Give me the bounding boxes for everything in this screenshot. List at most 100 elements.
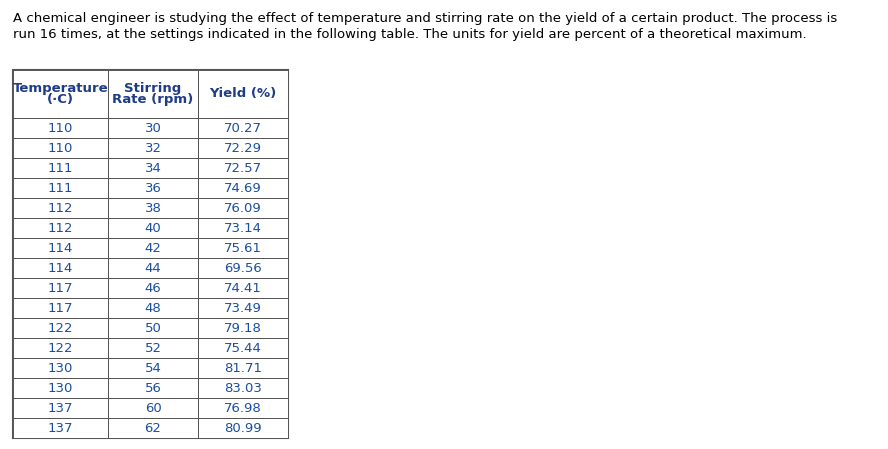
Bar bbox=[13, 138, 108, 158]
Bar bbox=[13, 218, 108, 238]
Text: 137: 137 bbox=[48, 401, 73, 414]
Bar bbox=[198, 358, 288, 378]
Bar bbox=[13, 70, 108, 118]
Text: 40: 40 bbox=[145, 221, 162, 234]
Bar bbox=[13, 318, 108, 338]
Text: 117: 117 bbox=[48, 282, 73, 295]
Bar bbox=[198, 278, 288, 298]
Text: 32: 32 bbox=[145, 141, 162, 154]
Bar bbox=[108, 338, 198, 358]
Bar bbox=[108, 418, 198, 438]
Text: 74.69: 74.69 bbox=[224, 181, 262, 194]
Text: 60: 60 bbox=[145, 401, 162, 414]
Bar bbox=[198, 238, 288, 258]
Text: 83.03: 83.03 bbox=[224, 382, 262, 395]
Bar bbox=[13, 198, 108, 218]
Bar bbox=[108, 138, 198, 158]
Text: 48: 48 bbox=[145, 301, 162, 314]
Text: 75.61: 75.61 bbox=[224, 242, 262, 255]
Bar bbox=[108, 358, 198, 378]
Text: 56: 56 bbox=[145, 382, 162, 395]
Bar bbox=[108, 198, 198, 218]
Bar bbox=[13, 238, 108, 258]
Bar bbox=[108, 318, 198, 338]
Bar bbox=[13, 398, 108, 418]
Bar bbox=[13, 178, 108, 198]
Bar bbox=[13, 378, 108, 398]
Text: 46: 46 bbox=[145, 282, 162, 295]
Text: 114: 114 bbox=[48, 242, 73, 255]
Text: 81.71: 81.71 bbox=[224, 361, 262, 374]
Bar bbox=[108, 378, 198, 398]
Bar bbox=[198, 318, 288, 338]
Bar bbox=[13, 158, 108, 178]
Bar bbox=[13, 358, 108, 378]
Text: 54: 54 bbox=[145, 361, 162, 374]
Text: 110: 110 bbox=[48, 122, 73, 135]
Text: 130: 130 bbox=[48, 361, 73, 374]
Text: 44: 44 bbox=[145, 261, 162, 274]
Text: 75.44: 75.44 bbox=[224, 342, 262, 355]
Bar bbox=[13, 338, 108, 358]
Text: 79.18: 79.18 bbox=[224, 321, 262, 335]
Bar bbox=[198, 118, 288, 138]
Bar bbox=[198, 158, 288, 178]
Bar bbox=[13, 278, 108, 298]
Text: 111: 111 bbox=[48, 181, 73, 194]
Text: 69.56: 69.56 bbox=[224, 261, 262, 274]
Text: 38: 38 bbox=[145, 202, 162, 215]
Text: 36: 36 bbox=[145, 181, 162, 194]
Bar bbox=[198, 258, 288, 278]
Text: 112: 112 bbox=[48, 221, 73, 234]
Bar bbox=[198, 378, 288, 398]
Text: (·C): (·C) bbox=[47, 93, 74, 106]
Text: 76.09: 76.09 bbox=[224, 202, 262, 215]
Bar bbox=[108, 398, 198, 418]
Text: A chemical engineer is studying the effect of temperature and stirring rate on t: A chemical engineer is studying the effe… bbox=[13, 12, 837, 25]
Text: 72.57: 72.57 bbox=[224, 162, 262, 175]
Text: run 16 times, at the settings indicated in the following table. The units for yi: run 16 times, at the settings indicated … bbox=[13, 28, 806, 41]
Text: 73.14: 73.14 bbox=[224, 221, 262, 234]
Bar bbox=[13, 258, 108, 278]
Bar bbox=[108, 70, 198, 118]
Bar bbox=[13, 418, 108, 438]
Bar bbox=[198, 198, 288, 218]
Text: 76.98: 76.98 bbox=[224, 401, 262, 414]
Text: 130: 130 bbox=[48, 382, 73, 395]
Text: 30: 30 bbox=[145, 122, 162, 135]
Bar bbox=[13, 70, 288, 438]
Bar bbox=[198, 298, 288, 318]
Text: Temperature: Temperature bbox=[12, 82, 108, 95]
Text: 73.49: 73.49 bbox=[224, 301, 262, 314]
Text: 112: 112 bbox=[48, 202, 73, 215]
Text: Stirring: Stirring bbox=[124, 82, 182, 95]
Bar bbox=[108, 158, 198, 178]
Text: 34: 34 bbox=[145, 162, 162, 175]
Bar bbox=[108, 278, 198, 298]
Text: 42: 42 bbox=[145, 242, 162, 255]
Bar bbox=[198, 70, 288, 118]
Text: Rate (rpm): Rate (rpm) bbox=[113, 93, 194, 106]
Text: 137: 137 bbox=[48, 422, 73, 435]
Text: 114: 114 bbox=[48, 261, 73, 274]
Bar bbox=[13, 118, 108, 138]
Bar bbox=[108, 178, 198, 198]
Bar bbox=[108, 238, 198, 258]
Bar bbox=[198, 338, 288, 358]
Text: 52: 52 bbox=[145, 342, 162, 355]
Bar bbox=[198, 418, 288, 438]
Text: 62: 62 bbox=[145, 422, 162, 435]
Text: 117: 117 bbox=[48, 301, 73, 314]
Text: 72.29: 72.29 bbox=[224, 141, 262, 154]
Bar bbox=[198, 138, 288, 158]
Text: 80.99: 80.99 bbox=[224, 422, 262, 435]
Text: 50: 50 bbox=[145, 321, 162, 335]
Text: 110: 110 bbox=[48, 141, 73, 154]
Bar bbox=[198, 218, 288, 238]
Text: Yield (%): Yield (%) bbox=[210, 88, 277, 101]
Bar bbox=[13, 298, 108, 318]
Bar bbox=[198, 398, 288, 418]
Text: 122: 122 bbox=[48, 342, 73, 355]
Text: 122: 122 bbox=[48, 321, 73, 335]
Text: 111: 111 bbox=[48, 162, 73, 175]
